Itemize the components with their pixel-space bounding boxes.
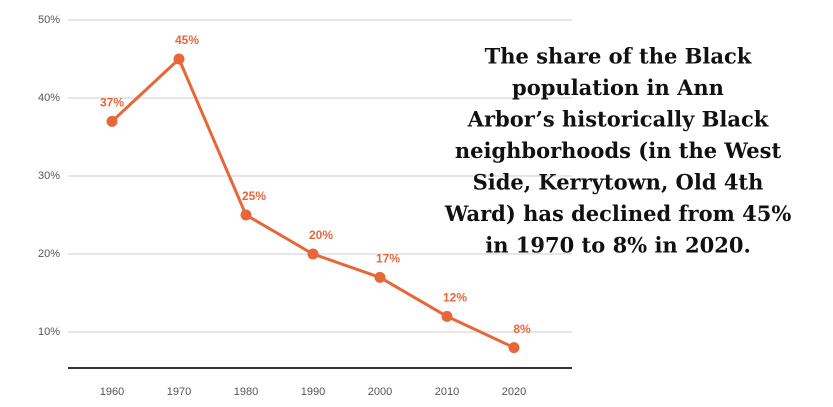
y-tick-label: 10% bbox=[38, 326, 60, 338]
x-tick-label: 1980 bbox=[234, 386, 258, 398]
data-point bbox=[173, 53, 185, 65]
data-point bbox=[307, 248, 319, 260]
y-tick-label: 30% bbox=[38, 170, 60, 182]
data-point bbox=[508, 342, 520, 354]
annotation-line: Ward) has declined from 45% bbox=[444, 201, 792, 226]
value-label: 37% bbox=[100, 96, 124, 110]
data-point bbox=[240, 209, 252, 221]
annotation-line: in 1970 to 8% in 2020. bbox=[485, 233, 751, 258]
value-label: 12% bbox=[443, 291, 467, 305]
x-tick-label: 1970 bbox=[167, 386, 191, 398]
value-label: 45% bbox=[175, 33, 199, 47]
x-tick-label: 2020 bbox=[502, 386, 526, 398]
value-label: 17% bbox=[376, 252, 400, 266]
annotation-line: Side, Kerrytown, Old 4th bbox=[473, 170, 764, 195]
data-point bbox=[106, 115, 118, 127]
y-tick-label: 20% bbox=[38, 248, 60, 260]
x-tick-label: 1960 bbox=[100, 386, 124, 398]
annotation-line: neighborhoods (in the West bbox=[455, 138, 782, 163]
annotation-line: The share of the Black bbox=[485, 44, 752, 69]
y-tick-label: 50% bbox=[38, 14, 60, 26]
value-label: 20% bbox=[309, 228, 333, 242]
x-tick-label: 2010 bbox=[435, 386, 459, 398]
annotation-line: population in Ann bbox=[512, 75, 724, 100]
data-point bbox=[374, 271, 386, 283]
value-label: 25% bbox=[242, 189, 266, 203]
x-tick-label: 2000 bbox=[368, 386, 392, 398]
x-tick-label: 1990 bbox=[301, 386, 325, 398]
value-label: 8% bbox=[513, 322, 531, 336]
annotation-line: Arbor’s historically Black bbox=[467, 107, 769, 132]
y-tick-label: 40% bbox=[38, 92, 60, 104]
data-point bbox=[441, 310, 453, 322]
